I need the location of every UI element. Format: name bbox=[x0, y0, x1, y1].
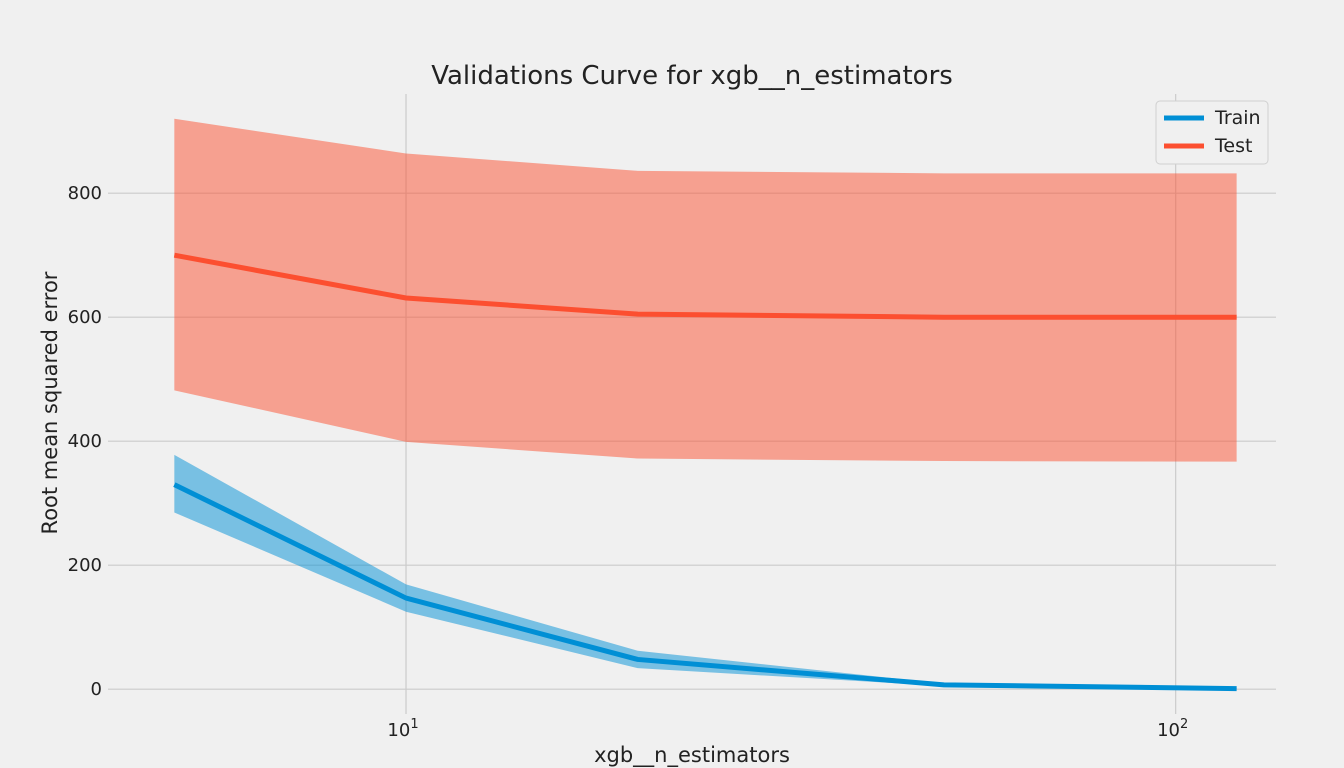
y-tick-label-600: 600 bbox=[68, 307, 102, 328]
legend: Train Test bbox=[1155, 100, 1269, 165]
legend-label-test: Test bbox=[1214, 135, 1252, 157]
x-axis-label: xgb__n_estimators bbox=[594, 743, 790, 768]
y-tick-label-800: 800 bbox=[68, 183, 102, 204]
x-tick-label-10: 101 bbox=[387, 717, 418, 741]
chart-title: Validations Curve for xgb__n_estimators bbox=[431, 61, 953, 91]
confidence-bands bbox=[174, 118, 1237, 690]
line-train bbox=[173, 482, 1237, 692]
y-tick-label-200: 200 bbox=[68, 555, 102, 576]
y-tick-label-0: 0 bbox=[91, 679, 102, 700]
y-axis-label: Root mean squared error bbox=[38, 271, 62, 534]
band-test bbox=[174, 118, 1237, 462]
x-tick-label-100: 102 bbox=[1157, 717, 1188, 741]
legend-label-train: Train bbox=[1214, 107, 1261, 129]
y-tick-label-400: 400 bbox=[68, 431, 102, 452]
tick-labels: 0 200 400 600 800 101 102 bbox=[68, 183, 1189, 741]
band-train bbox=[174, 454, 1237, 690]
series-lines bbox=[173, 252, 1237, 692]
